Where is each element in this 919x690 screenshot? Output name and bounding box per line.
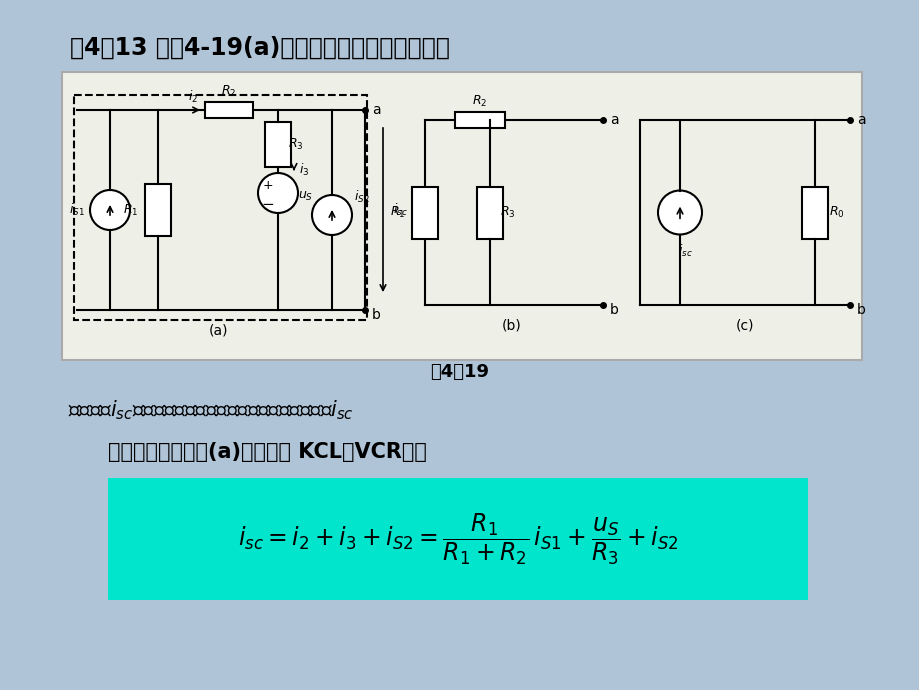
- Text: $i_{sc}$: $i_{sc}$: [677, 242, 692, 259]
- Circle shape: [257, 173, 298, 213]
- Text: a: a: [371, 103, 380, 117]
- Text: (b): (b): [501, 318, 521, 332]
- Text: $R_0$: $R_0$: [828, 205, 844, 220]
- Text: $R_2$: $R_2$: [221, 83, 236, 99]
- Text: $u_S$: $u_S$: [298, 190, 313, 203]
- Text: $i_{S2}$: $i_{S2}$: [354, 189, 369, 205]
- Bar: [265, 122, 290, 167]
- Text: a: a: [609, 113, 618, 127]
- Text: $-$: $-$: [261, 195, 274, 210]
- Text: $i_{sc} = i_2 + i_3 + i_{S2} = \dfrac{R_1}{R_1 + R_2}\,i_{S1} + \dfrac{u_S}{R_3}: $i_{sc} = i_2 + i_3 + i_{S2} = \dfrac{R_…: [237, 511, 677, 567]
- Circle shape: [312, 195, 352, 235]
- Bar: [205, 102, 253, 118]
- Bar: [801, 186, 827, 239]
- Text: $+$: $+$: [262, 179, 273, 192]
- Text: $i_3$: $i_3$: [299, 162, 309, 178]
- Circle shape: [657, 190, 701, 235]
- Text: b: b: [609, 303, 618, 317]
- Text: $R_1$: $R_1$: [390, 205, 405, 220]
- Bar: [455, 112, 505, 128]
- Bar: [476, 186, 503, 239]
- Text: $R_1$: $R_1$: [123, 202, 139, 217]
- Text: 图4－19: 图4－19: [430, 363, 489, 381]
- Circle shape: [90, 190, 130, 230]
- Text: 的参考方向，如图(a)所示。由 KCL和VCR求得: 的参考方向，如图(a)所示。由 KCL和VCR求得: [108, 442, 426, 462]
- Text: b: b: [371, 308, 380, 322]
- Text: (c): (c): [735, 318, 754, 332]
- Text: $R_2$: $R_2$: [471, 93, 487, 108]
- Text: 例4－13 求图4-19(a)单口网络的诺顿等效电路。: 例4－13 求图4-19(a)单口网络的诺顿等效电路。: [70, 36, 449, 60]
- Text: a: a: [857, 113, 865, 127]
- Text: $i_{sc}$: $i_{sc}$: [392, 202, 407, 218]
- Text: $R_3$: $R_3$: [288, 137, 303, 152]
- FancyBboxPatch shape: [62, 72, 861, 360]
- Text: $i_2$: $i_2$: [187, 89, 198, 105]
- FancyBboxPatch shape: [108, 478, 807, 600]
- Bar: [145, 184, 171, 236]
- Text: $R_3$: $R_3$: [500, 205, 516, 220]
- Text: 解：为求$i_{sc}$，将单口网络从外部短路，并标明短路电流$i_{sc}$: 解：为求$i_{sc}$，将单口网络从外部短路，并标明短路电流$i_{sc}$: [68, 398, 354, 422]
- Text: $i_{S1}$: $i_{S1}$: [69, 202, 85, 218]
- Text: b: b: [857, 303, 865, 317]
- Text: (a): (a): [209, 323, 228, 337]
- Bar: [412, 186, 437, 239]
